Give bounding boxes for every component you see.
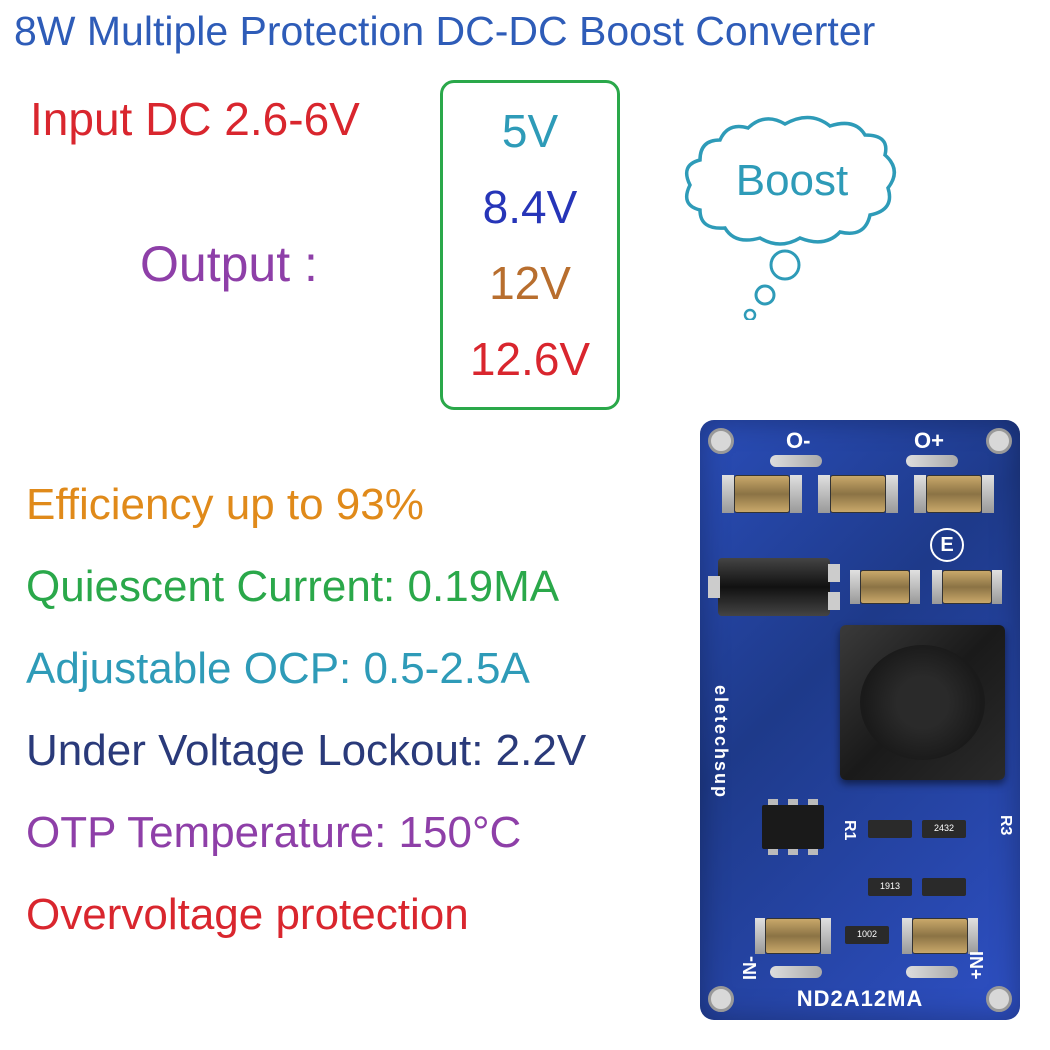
pcb-resistor — [922, 878, 966, 896]
pcb-hole-tl — [708, 428, 734, 454]
page-title: 8W Multiple Protection DC-DC Boost Conve… — [14, 8, 875, 55]
pcb-capacitor — [755, 918, 831, 954]
voltage-5v: 5V — [502, 108, 558, 154]
pcb-capacitor — [914, 475, 994, 513]
input-spec: Input DC 2.6-6V — [30, 92, 360, 146]
pcb-resistor: 1913 — [868, 878, 912, 896]
output-label: Output : — [140, 235, 318, 293]
pcb-hole-tr — [986, 428, 1012, 454]
spec-ovp: Overvoltage protection — [26, 890, 586, 940]
spec-otp: OTP Temperature: 150°C — [26, 808, 586, 858]
output-text: Output : — [140, 236, 318, 292]
pcb-board: O- O+ E — [700, 420, 1020, 1020]
pcb-model: ND2A12MA — [700, 986, 1020, 1012]
pcb-label-in-minus: IN- — [740, 956, 761, 980]
voltage-12v6: 12.6V — [470, 336, 590, 382]
spec-efficiency: Efficiency up to 93% — [26, 480, 586, 530]
voltage-options-box: 5V 8.4V 12V 12.6V — [440, 80, 620, 410]
pcb-capacitor — [850, 570, 920, 604]
boost-text: Boost — [736, 156, 849, 205]
pcb-inductor — [840, 625, 1005, 780]
spec-list: Efficiency up to 93% Quiescent Current: … — [26, 480, 586, 940]
pcb-label-o-minus: O- — [786, 428, 810, 454]
spec-ocp: Adjustable OCP: 0.5-2.5A — [26, 644, 586, 694]
spec-quiescent: Quiescent Current: 0.19MA — [26, 562, 586, 612]
pcb-label-r1: R1 — [840, 820, 858, 840]
pcb-pad — [906, 455, 958, 467]
pcb-pad — [906, 966, 958, 978]
pcb-capacitor — [932, 570, 1002, 604]
pcb-pad — [770, 455, 822, 467]
pcb-label-in-plus: IN+ — [965, 951, 986, 980]
pcb-ic-chip — [762, 805, 824, 849]
pcb-diode — [718, 558, 830, 616]
pcb-label-r3: R3 — [996, 815, 1014, 835]
spec-uvlo: Under Voltage Lockout: 2.2V — [26, 726, 586, 776]
voltage-8v4: 8.4V — [483, 184, 578, 230]
pcb-resistor: 2432 — [922, 820, 966, 838]
input-text: Input DC 2.6-6V — [30, 93, 360, 145]
boost-callout: Boost — [670, 80, 930, 325]
pcb-resistor: 1002 — [845, 926, 889, 944]
pcb-pad — [770, 966, 822, 978]
pcb-label-o-plus: O+ — [914, 428, 944, 454]
pcb-capacitor — [818, 475, 898, 513]
pcb-resistor — [868, 820, 912, 838]
voltage-12v: 12V — [489, 260, 571, 306]
title-text: 8W Multiple Protection DC-DC Boost Conve… — [14, 8, 875, 54]
pcb-e-mark: E — [930, 528, 964, 562]
pcb-capacitor — [902, 918, 978, 954]
pcb-image: O- O+ E — [700, 420, 1020, 1020]
pcb-brand: eletechsup — [710, 685, 731, 799]
pcb-capacitor — [722, 475, 802, 513]
